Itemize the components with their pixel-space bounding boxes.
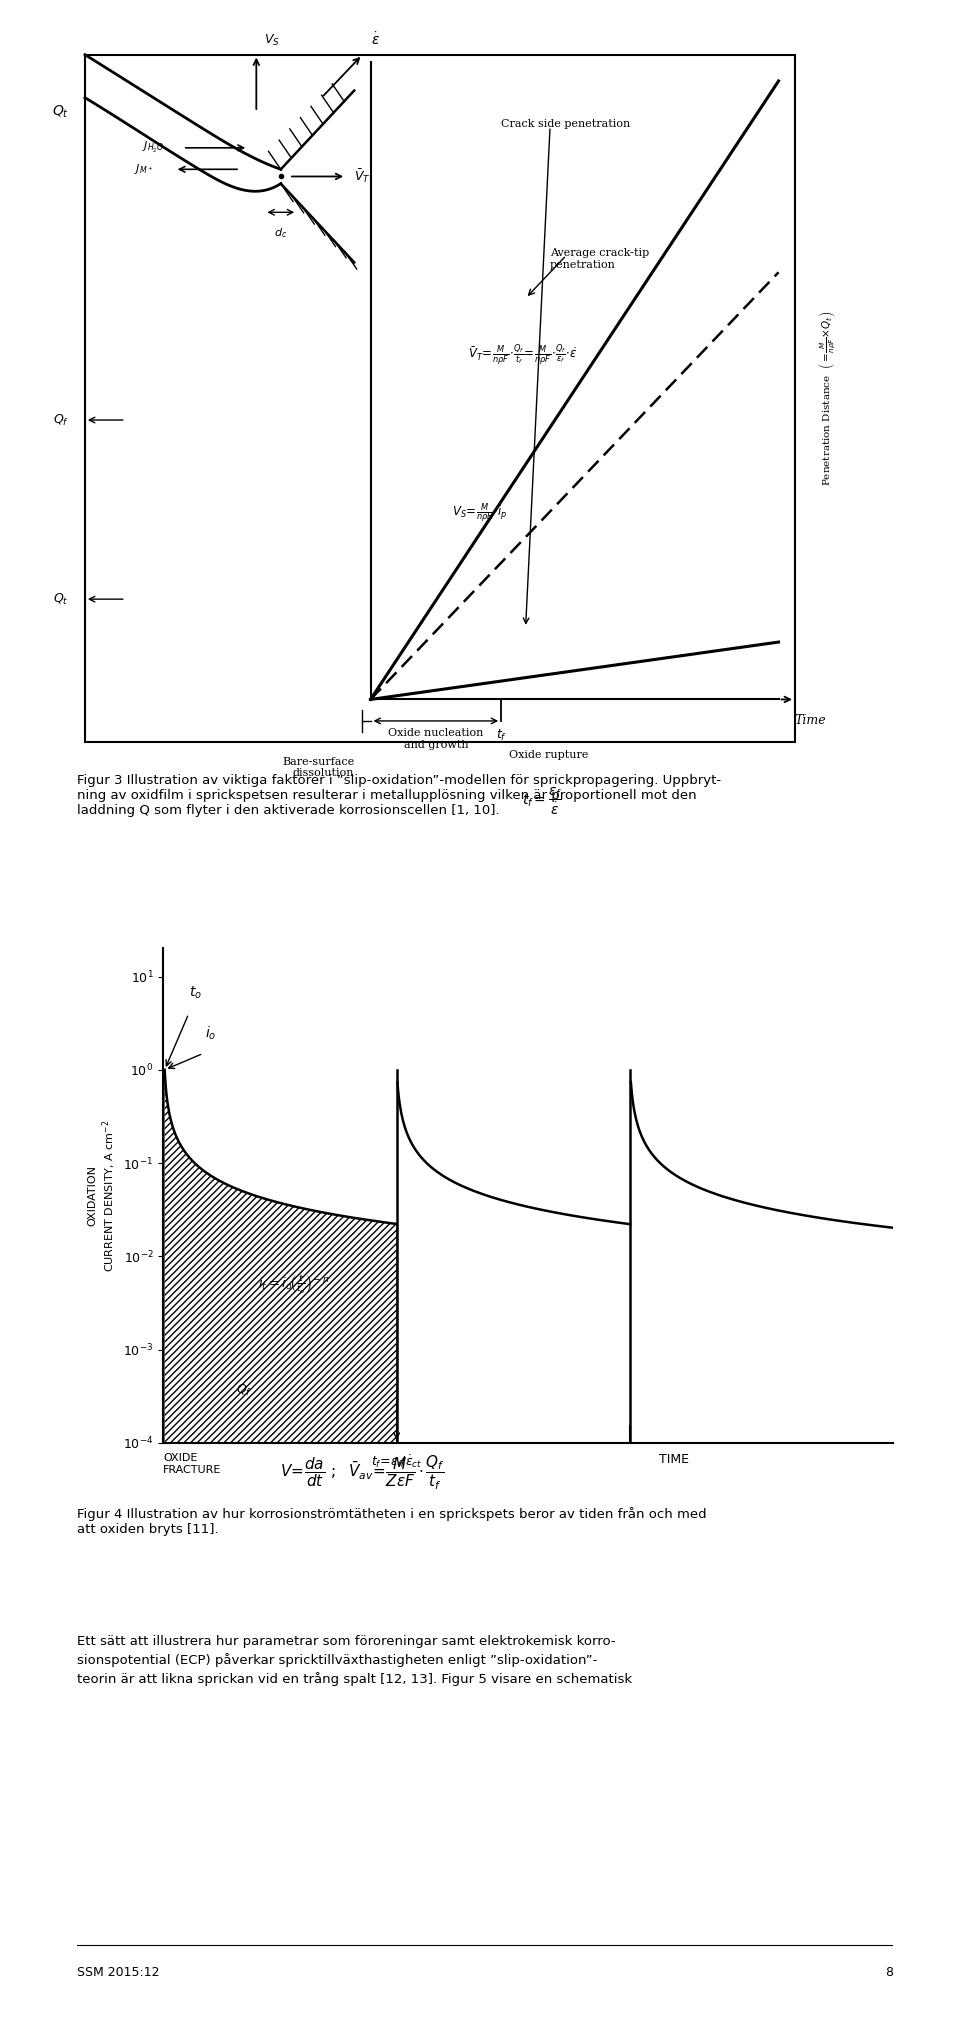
Text: $t_f = \dfrac{\varepsilon_f}{\dot{\varepsilon}}$: $t_f = \dfrac{\varepsilon_f}{\dot{\varep… — [521, 785, 563, 817]
Text: $V_S$: $V_S$ — [265, 32, 280, 48]
Text: Oxide nucleation
and growth: Oxide nucleation and growth — [388, 728, 484, 751]
Text: $V\!=\!\dfrac{da}{dt}\ ;\ \ \bar{V}_{av}\!=\!\dfrac{M}{Z\varepsilon F}\cdot\dfra: $V\!=\!\dfrac{da}{dt}\ ;\ \ \bar{V}_{av}… — [280, 1455, 444, 1491]
Text: $\bar{V}_T$: $\bar{V}_T$ — [354, 167, 371, 186]
Text: Average crack-tip
penetration: Average crack-tip penetration — [550, 248, 649, 270]
Text: Oxide rupture: Oxide rupture — [510, 749, 588, 759]
Text: Bare-surface
dissolution: Bare-surface dissolution — [282, 757, 354, 779]
Text: $Q_f$: $Q_f$ — [53, 412, 69, 428]
Text: $J_{M^+}$: $J_{M^+}$ — [134, 161, 154, 176]
Text: Crack side penetration: Crack side penetration — [501, 119, 631, 129]
Y-axis label: OXIDATION
CURRENT DENSITY, A cm$^{-2}$: OXIDATION CURRENT DENSITY, A cm$^{-2}$ — [87, 1120, 117, 1271]
Text: 8: 8 — [885, 1966, 893, 1980]
Bar — [84, 54, 795, 743]
Text: $J_{H_2O}$: $J_{H_2O}$ — [142, 141, 164, 155]
Text: Ett sätt att illustrera hur parametrar som föroreningar samt elektrokemisk korro: Ett sätt att illustrera hur parametrar s… — [77, 1635, 632, 1687]
Text: $d_c$: $d_c$ — [275, 226, 287, 240]
Text: $t_f$: $t_f$ — [495, 728, 507, 743]
Text: Figur 3 Illustration av viktiga faktorer i ”slip-oxidation”-modellen för sprickp: Figur 3 Illustration av viktiga faktorer… — [77, 775, 721, 817]
Text: $Q_f$: $Q_f$ — [236, 1382, 252, 1398]
Text: Penetration Distance  $\left(=\!\frac{M}{n\rho F}\!\times\!Q_t\right)$: Penetration Distance $\left(=\!\frac{M}{… — [817, 311, 838, 486]
Text: $t_f\!=\!\varepsilon_f/\dot{\varepsilon}_{ct}$: $t_f\!=\!\varepsilon_f/\dot{\varepsilon}… — [371, 1453, 422, 1469]
Text: Figur 4 Illustration av hur korrosionströmtätheten i en sprickspets beror av tid: Figur 4 Illustration av hur korrosionstr… — [77, 1507, 707, 1536]
Text: $Q_t$: $Q_t$ — [52, 103, 69, 121]
Text: $t_o$: $t_o$ — [189, 985, 203, 1001]
Text: $\dot{\varepsilon}$: $\dot{\varepsilon}$ — [371, 30, 379, 48]
Text: $Q_t$: $Q_t$ — [53, 591, 69, 607]
Text: $i_o$: $i_o$ — [204, 1025, 216, 1041]
Text: TIME: TIME — [659, 1453, 689, 1465]
Text: SSM 2015:12: SSM 2015:12 — [77, 1966, 159, 1980]
Text: $V_S\!=\!\frac{M}{n\rho F}\!\cdot\!i_p$: $V_S\!=\!\frac{M}{n\rho F}\!\cdot\!i_p$ — [452, 500, 508, 525]
Text: $i_t = i_o\!\left(\frac{t}{t_o}\right)^{\!-n}$: $i_t = i_o\!\left(\frac{t}{t_o}\right)^{… — [258, 1273, 329, 1296]
Text: OXIDE
FRACTURE: OXIDE FRACTURE — [163, 1453, 222, 1475]
Text: Time: Time — [795, 714, 827, 726]
Text: $\bar{V}_T\!=\!\frac{M}{n\rho F}\!\cdot\!\frac{Q_f}{t_f}\!=\!\frac{M}{n\rho F}\!: $\bar{V}_T\!=\!\frac{M}{n\rho F}\!\cdot\… — [468, 343, 578, 367]
